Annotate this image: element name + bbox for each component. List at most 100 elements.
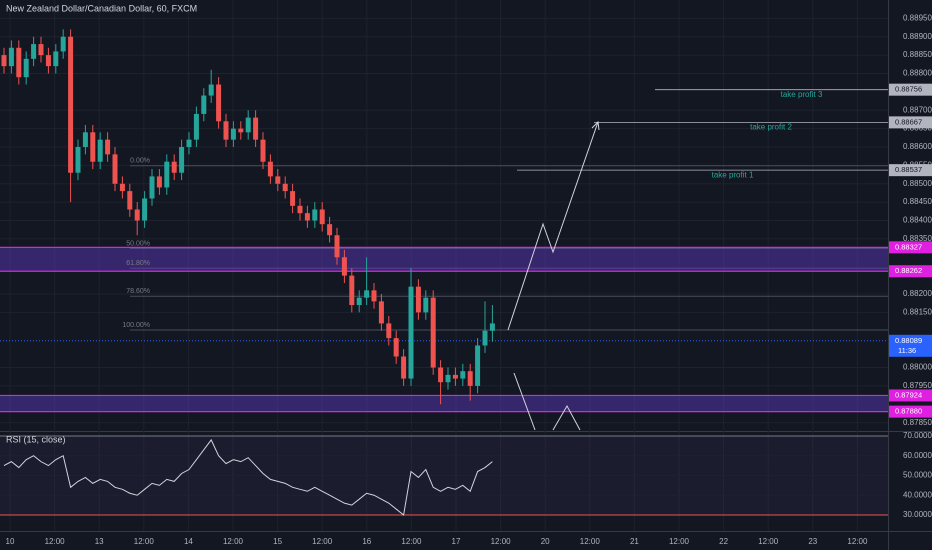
x-tick-label: 12:00 xyxy=(312,537,333,546)
zone xyxy=(0,247,888,272)
candle-body xyxy=(90,132,96,162)
candle-body xyxy=(452,374,458,379)
current-price-badge xyxy=(889,334,932,357)
x-tick-label: 12:00 xyxy=(580,537,601,546)
y-tick-label: 0.87850 xyxy=(903,418,932,427)
candle-body xyxy=(386,323,392,339)
candle-body xyxy=(356,297,362,306)
x-tick-label: 12:00 xyxy=(401,537,422,546)
x-tick-label: 14 xyxy=(184,537,193,546)
candle-body xyxy=(430,297,436,368)
rsi-title: RSI (15, close) xyxy=(6,434,66,444)
candle-body xyxy=(127,191,133,210)
y-tick-label: 0.88600 xyxy=(903,142,932,151)
y-tick-label: 0.88200 xyxy=(903,289,932,298)
price-badge xyxy=(889,164,932,177)
rsi-line xyxy=(3,438,493,516)
y-tick-label: 0.88350 xyxy=(903,234,932,243)
fib-label: 78.60% xyxy=(126,288,150,295)
candle-body xyxy=(23,58,29,78)
candle-body xyxy=(156,176,162,188)
x-tick-label: 12:00 xyxy=(45,537,66,546)
x-tick-label: 10 xyxy=(6,537,15,546)
chart-title: New Zealand Dollar/Canadian Dollar, 60, … xyxy=(6,3,197,13)
candle-body xyxy=(423,297,429,313)
x-tick-label: 23 xyxy=(808,537,817,546)
candle-body xyxy=(105,139,111,155)
price-badge xyxy=(889,389,932,402)
marks xyxy=(1,29,495,516)
x-tick-label: 12:00 xyxy=(223,537,244,546)
fib-label: 100.00% xyxy=(122,322,150,329)
take-profit-label: take profit 1 xyxy=(712,170,754,179)
candle-body xyxy=(482,330,488,346)
candle-body xyxy=(415,286,421,313)
x-tick-label: 16 xyxy=(362,537,371,546)
x-tick-label: 17 xyxy=(452,537,461,546)
candle-body xyxy=(31,44,37,59)
x-tick-label: 12:00 xyxy=(847,537,868,546)
candle-body xyxy=(341,257,347,276)
price-badge-label: 0.88262 xyxy=(895,266,922,275)
x-tick-label: 20 xyxy=(541,537,550,546)
candle-body xyxy=(186,139,192,148)
candle-body xyxy=(334,235,340,258)
candle-body xyxy=(60,36,66,52)
candle-body xyxy=(179,147,185,173)
rsi-tick-label: 50.0000 xyxy=(903,471,932,480)
price-badge-label: 0.88667 xyxy=(895,117,922,126)
candle-body xyxy=(438,367,444,383)
price-badge xyxy=(889,405,932,418)
x-tick-label: 12:00 xyxy=(134,537,155,546)
candle-body xyxy=(223,121,229,140)
candle-body xyxy=(282,183,288,192)
candle-body xyxy=(171,161,177,173)
candle-body xyxy=(275,176,281,184)
labels: 0.88950 0.88900 0.88850 0.88800 0.88700 0.886… xyxy=(6,13,932,546)
candle-body xyxy=(142,198,148,221)
candle-body xyxy=(97,139,103,162)
candle-body xyxy=(460,371,466,379)
x-tick-label: 12:00 xyxy=(669,537,690,546)
current-price-label: 0.88089 xyxy=(895,336,922,345)
candle-body xyxy=(68,36,74,173)
y-tick-label: 0.87950 xyxy=(903,381,932,390)
candle-body xyxy=(327,224,333,236)
overlay xyxy=(0,89,888,413)
take-profit-label: take profit 3 xyxy=(781,90,823,99)
candle-body xyxy=(401,356,407,379)
zone xyxy=(0,395,888,412)
price-badge-label: 0.88756 xyxy=(895,85,922,94)
candle-body xyxy=(208,84,214,96)
y-tick-label: 0.88000 xyxy=(903,363,932,372)
candle-body xyxy=(319,209,325,225)
candle-body xyxy=(371,290,377,302)
candle-body xyxy=(267,161,273,177)
candle-body xyxy=(467,371,473,386)
price-badge xyxy=(889,241,932,254)
price-badge-label: 0.87924 xyxy=(895,390,922,399)
price-badge xyxy=(889,83,932,96)
x-tick-label: 22 xyxy=(719,537,728,546)
candle-body xyxy=(489,323,495,331)
candle-body xyxy=(408,286,414,379)
y-tick-label: 0.88700 xyxy=(903,105,932,114)
price-badge-label: 0.88537 xyxy=(895,165,922,174)
price-badge-label: 0.88327 xyxy=(895,242,922,251)
y-tick-label: 0.88900 xyxy=(903,32,932,41)
candle-body xyxy=(393,338,399,357)
y-tick-label: 0.88450 xyxy=(903,197,932,206)
candle-body xyxy=(230,128,236,140)
candle-body xyxy=(75,147,81,173)
candle-body xyxy=(349,275,355,306)
countdown: 11:36 xyxy=(898,346,916,355)
fib-label: 50.00% xyxy=(126,240,150,247)
candle-body xyxy=(82,132,88,148)
candle-body xyxy=(45,55,51,67)
rsi-tick-label: 60.0000 xyxy=(903,451,932,460)
price-badge-label: 0.87880 xyxy=(895,407,922,416)
y-tick-label: 0.88950 xyxy=(903,13,932,22)
candle-body xyxy=(290,191,296,206)
price-badge xyxy=(889,116,932,129)
